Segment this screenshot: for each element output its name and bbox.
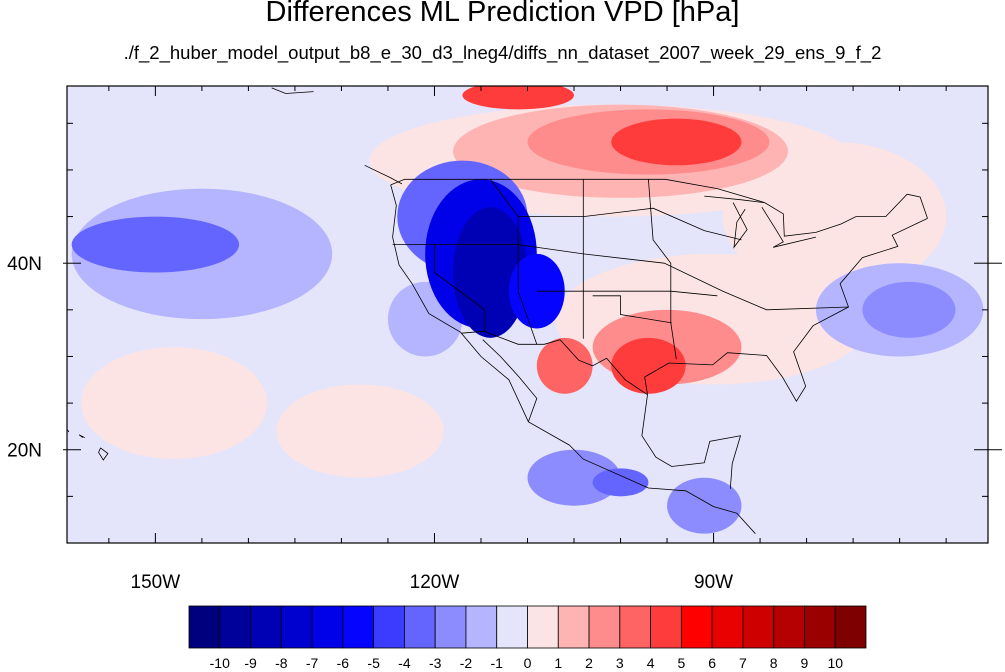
field-region [815, 197, 928, 273]
colorbar-label: 3 [616, 655, 624, 671]
field-region [276, 384, 444, 478]
colorbar-label: -5 [367, 655, 380, 671]
y-tick-label: 20N [7, 441, 42, 462]
border-line [434, 244, 486, 332]
colorbar-swatch [557, 605, 590, 649]
colorbar-swatch [496, 605, 528, 649]
border-line [78, 434, 85, 438]
field-region [611, 118, 742, 166]
colorbar-label: 2 [585, 655, 593, 671]
border-line [271, 87, 314, 94]
colorbar-swatch [404, 605, 436, 649]
colorbar-swatch [711, 605, 744, 649]
colorbar-label: 0 [524, 655, 532, 671]
colorbar-swatch [465, 605, 498, 649]
x-tick-label: 120W [410, 572, 460, 593]
border-line [482, 339, 538, 422]
colorbar-label: 4 [647, 655, 655, 671]
border-line [641, 394, 742, 489]
colorbar-label: 5 [677, 655, 685, 671]
border-line [364, 164, 403, 185]
border-line [489, 179, 538, 345]
colorbar-label: 8 [770, 655, 778, 671]
axis-ticks: 150W 120W 90W 20N 40N [7, 86, 1002, 593]
colorbar-label: -3 [429, 655, 442, 671]
colorbar-swatch [527, 605, 559, 649]
border-line [592, 295, 672, 324]
x-tick-label: 90W [694, 572, 733, 593]
border-line [648, 179, 677, 360]
colorbar-label: -6 [337, 655, 350, 671]
colorbar-label: -1 [491, 655, 504, 671]
colorbar-label: -2 [460, 655, 473, 671]
colorbar-label: -7 [306, 655, 319, 671]
colorbar-swatch [834, 605, 867, 649]
y-tick-label: 40N [7, 254, 42, 275]
field-region [667, 477, 742, 534]
field-region [611, 337, 686, 394]
colorbar-swatch [742, 605, 775, 649]
colorbar-swatch [188, 605, 221, 649]
field-region [862, 281, 956, 338]
colorbar-swatch [773, 605, 805, 649]
colorbar-swatch [650, 605, 682, 649]
border-line [390, 178, 928, 237]
colorbar-swatch [588, 605, 621, 649]
chart-title: Differences ML Prediction VPD [hPa] [265, 0, 740, 28]
colorbar-swatch [680, 605, 713, 649]
colorbar-swatch [373, 605, 405, 649]
border-line [518, 207, 742, 241]
field-region [71, 216, 240, 273]
field-region [527, 449, 621, 506]
field-region [592, 468, 649, 497]
border-line [704, 195, 764, 203]
colorbar-swatch [342, 605, 375, 649]
field-region [80, 347, 268, 460]
chart-subtitle: ./f_2_huber_model_output_b8_e_30_d3_lneg… [123, 42, 882, 63]
colorbar-swatch [619, 605, 651, 649]
colorbar-swatch [280, 605, 313, 649]
border-line [390, 184, 756, 534]
colorbar-label: -8 [275, 655, 288, 671]
border-line [98, 447, 109, 461]
field-layer [71, 86, 984, 534]
border-line [761, 206, 816, 248]
colorbar-label: -4 [398, 655, 411, 671]
colorbar-label: 6 [708, 655, 716, 671]
border-line [644, 218, 928, 402]
colorbar-label: -9 [244, 655, 257, 671]
colorbar-swatch [250, 605, 282, 649]
colorbar-swatch [219, 605, 251, 649]
colorbar-swatch [311, 605, 344, 649]
colorbar-label: 1 [554, 655, 562, 671]
colorbar-label: -10 [210, 655, 230, 671]
colorbar-label: 10 [827, 655, 843, 671]
colorbar: -10 -9 -8 -7 -6 -5 -4 -3 -2 -1 0 1 2 3 4 5 6 7 8 9 10 [188, 605, 867, 671]
border-line [461, 330, 648, 396]
colorbar-label: 7 [739, 655, 747, 671]
border-line [732, 202, 748, 249]
field-region [453, 207, 528, 338]
border-line [536, 290, 718, 297]
x-tick-label: 150W [131, 572, 181, 593]
colorbar-swatch [434, 605, 467, 649]
colorbar-label: 9 [801, 655, 809, 671]
colorbar-swatch [804, 605, 836, 649]
field-region [462, 86, 574, 110]
coastline-border-layer [67, 87, 928, 534]
field-region [536, 337, 593, 394]
